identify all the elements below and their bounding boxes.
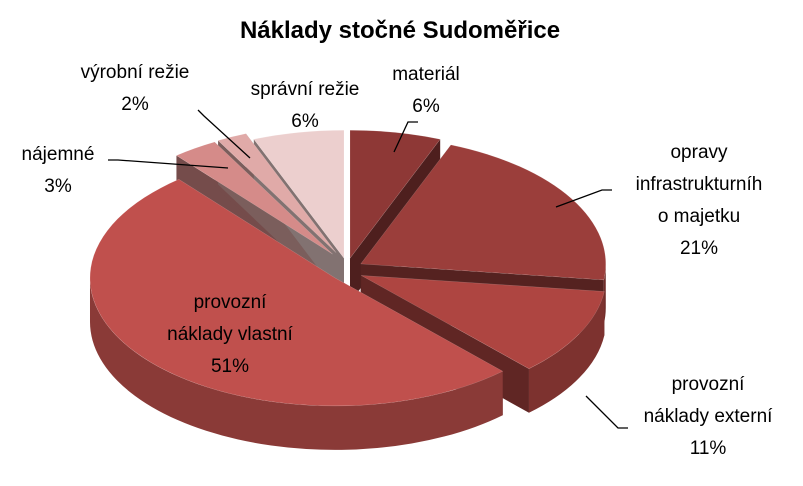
slice-front [89, 277, 503, 450]
category-label: výrobní režie [81, 62, 190, 83]
label-line: správní režie [251, 79, 360, 100]
slice [349, 129, 441, 259]
label-line: materiál [392, 64, 460, 85]
leader-line [393, 121, 418, 153]
leader-line [585, 395, 628, 429]
value-label: 3% [44, 176, 72, 197]
chart-title: Náklady stočné Sudoměřice [240, 17, 560, 44]
value-label: 6% [291, 111, 319, 132]
pie-fronts [89, 263, 606, 450]
category-label: materiál [392, 64, 460, 85]
category-label: opravy infrastrukturníh o majetku [636, 142, 763, 227]
category-label: provozní náklady externí [644, 374, 774, 427]
value-label: 2% [121, 94, 149, 115]
slice [361, 275, 605, 370]
slice [89, 179, 504, 407]
label-line: opravy [670, 142, 728, 163]
label-line: provozní [672, 374, 746, 395]
value-label: 6% [412, 96, 440, 117]
labels: materiál 6% opravy infrastrukturníh o majetk… [22, 62, 774, 459]
slice [253, 129, 345, 259]
label-line: náklady vlastní [167, 324, 293, 345]
label-line: provozní [194, 292, 268, 313]
label-line: infrastrukturníh [636, 174, 763, 195]
label-line: náklady externí [644, 406, 774, 427]
leader-line [108, 159, 229, 169]
value-label: 21% [680, 238, 718, 259]
category-label: nájemné [22, 144, 95, 165]
label-line: výrobní režie [81, 62, 190, 83]
slice [217, 133, 337, 253]
category-label: správní režie [251, 79, 360, 100]
slice [360, 144, 606, 281]
pie-tops [89, 129, 606, 407]
leader-line [197, 109, 251, 159]
value-label: 11% [690, 438, 727, 459]
label-line: o majetku [658, 206, 740, 227]
category-label: provozní náklady vlastní [167, 292, 293, 345]
slice-front [528, 291, 605, 413]
leader-line [555, 189, 612, 208]
slice [175, 141, 333, 255]
value-label: 51% [211, 356, 249, 377]
label-line: nájemné [22, 144, 95, 165]
